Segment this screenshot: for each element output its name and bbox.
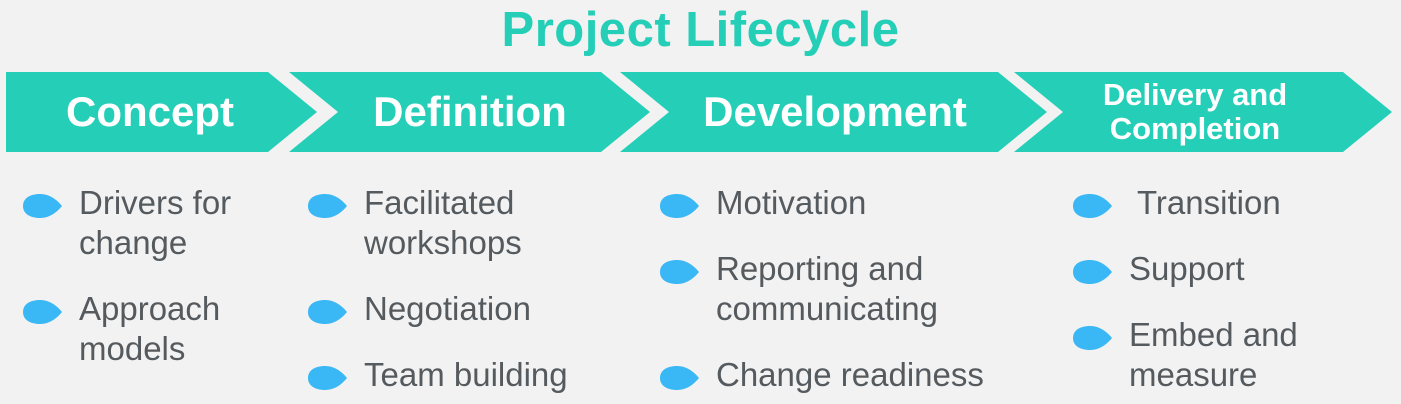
list-item-text: Drivers for change [79, 184, 232, 261]
bullet-icon [23, 194, 62, 218]
list-item-text: Transition [1137, 184, 1281, 221]
stage-items-concept: Drivers for change Approach models [20, 183, 280, 369]
list-item: Change readiness [657, 355, 1017, 395]
bullet-icon [308, 194, 347, 218]
stage-items-delivery: Transition Support Embed and measure [1070, 183, 1370, 395]
list-item-text: Approach models [79, 290, 221, 367]
list-item-text: Facilitated workshops [364, 184, 522, 261]
list-item: Reporting and communicating [657, 249, 1017, 329]
bullet-icon [308, 300, 347, 324]
list-item: Facilitated workshops [305, 183, 605, 263]
stage-label-development: Development [703, 88, 967, 135]
list-item: Support [1070, 249, 1370, 289]
stage-chevron-concept [6, 72, 317, 152]
bullet-icon [1073, 194, 1112, 218]
stage-label-concept: Concept [66, 88, 234, 135]
bullet-icon [1073, 326, 1112, 350]
stage-chevron-development [620, 72, 1047, 152]
bullet-icon [660, 260, 699, 284]
bullet-icon [660, 366, 699, 390]
list-item-text: Support [1129, 250, 1245, 287]
list-item-text: Change readiness [716, 356, 984, 393]
bullet-icon [660, 194, 699, 218]
stage-chevron-delivery [1014, 72, 1392, 152]
bullet-icon [23, 300, 62, 324]
bullet-icon [1073, 260, 1112, 284]
stage-items-development: Motivation Reporting and communicating C… [657, 183, 1017, 395]
list-item: Transition [1070, 183, 1370, 223]
lifecycle-chevrons [6, 72, 1392, 152]
list-item-text: Reporting and communicating [716, 250, 938, 327]
bullet-icon [308, 366, 347, 390]
list-item: Drivers for change [20, 183, 280, 263]
stage-items-definition: Facilitated workshops Negotiation Team b… [305, 183, 605, 395]
list-item: Approach models [20, 289, 280, 369]
stage-label-definition: Definition [373, 88, 567, 135]
list-item: Negotiation [305, 289, 605, 329]
stage-label-delivery: Delivery and Completion [1102, 77, 1288, 146]
list-item: Team building [305, 355, 605, 395]
list-item-text: Embed and measure [1129, 316, 1298, 393]
list-item-text: Team building [364, 356, 568, 393]
list-item: Motivation [657, 183, 1017, 223]
list-item-text: Motivation [716, 184, 867, 221]
list-item-text: Negotiation [364, 290, 531, 327]
stage-chevron-definition [289, 72, 650, 152]
diagram-title: Project Lifecycle [501, 3, 900, 57]
list-item: Embed and measure [1070, 315, 1370, 395]
